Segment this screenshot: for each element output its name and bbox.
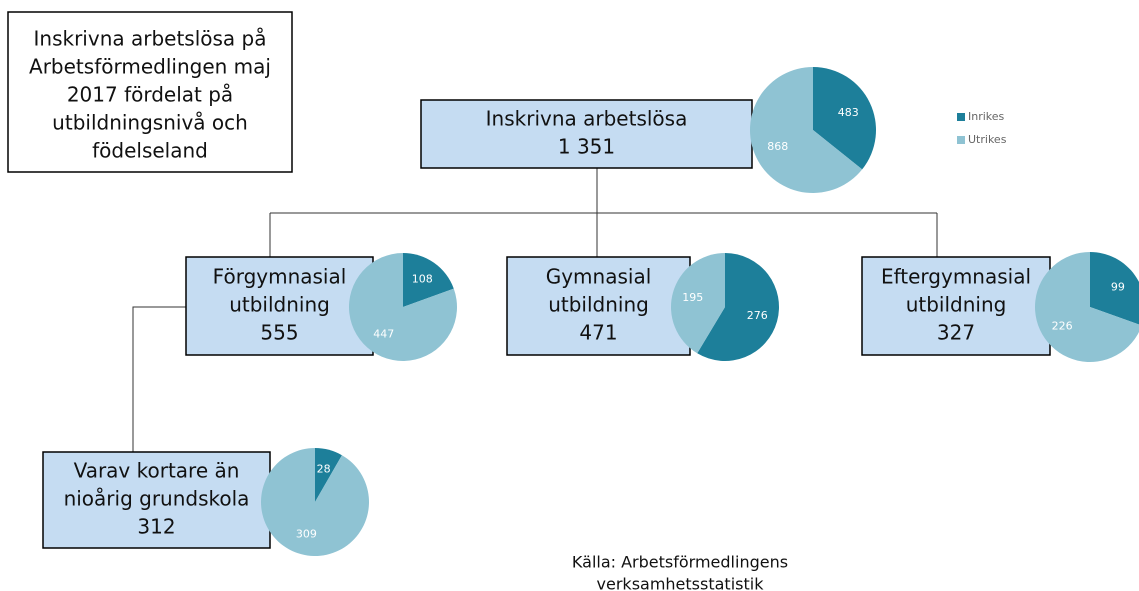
pie-slice bbox=[697, 253, 780, 362]
node-label: Gymnasial bbox=[546, 265, 652, 289]
slice-label: 868 bbox=[767, 140, 788, 153]
node-label: Inskrivna arbetslösa bbox=[486, 107, 688, 131]
slice-label: 108 bbox=[412, 273, 433, 286]
node-total: 1 351 bbox=[558, 135, 615, 159]
slice-label: 99 bbox=[1111, 280, 1125, 293]
title-line: födelseland bbox=[92, 139, 208, 163]
node-label: utbildning bbox=[548, 293, 649, 317]
title-box bbox=[7, 11, 293, 173]
node-total: 327 bbox=[937, 321, 975, 345]
node-label: utbildning bbox=[229, 293, 330, 317]
slice-label: 195 bbox=[682, 291, 703, 304]
title-line: 2017 fördelat på bbox=[67, 83, 233, 107]
pie-slice bbox=[1090, 252, 1139, 325]
slice-label: 276 bbox=[747, 309, 768, 322]
title-line: utbildningsnivå och bbox=[52, 111, 248, 135]
pie-slice bbox=[315, 448, 342, 502]
connector bbox=[132, 306, 186, 452]
legend-label: Utrikes bbox=[968, 133, 1007, 146]
title-line: Inskrivna arbetslösa på bbox=[34, 27, 267, 51]
source-line: Källa: Arbetsförmedlingens bbox=[572, 553, 788, 572]
node-label: utbildning bbox=[906, 293, 1007, 317]
slice-label: 483 bbox=[838, 106, 859, 119]
slice-label: 309 bbox=[296, 527, 317, 540]
slice-label: 447 bbox=[373, 327, 394, 340]
node-label: Varav kortare än bbox=[74, 459, 240, 483]
node-label: nioårig grundskola bbox=[64, 487, 250, 511]
pie-slice bbox=[260, 448, 369, 556]
pie-slice bbox=[813, 67, 877, 170]
pie-slice bbox=[1034, 252, 1139, 362]
slice-label: 226 bbox=[1052, 320, 1073, 333]
node-total: 312 bbox=[137, 515, 175, 539]
node-box bbox=[506, 256, 691, 356]
node-box bbox=[420, 99, 753, 169]
node-total: 471 bbox=[579, 321, 617, 345]
node-box bbox=[42, 451, 271, 549]
node-box bbox=[185, 256, 374, 356]
legend-label: Inrikes bbox=[968, 110, 1005, 123]
node-total: 555 bbox=[260, 321, 298, 345]
legend-swatch bbox=[957, 113, 965, 121]
pie-slice bbox=[349, 253, 457, 362]
pie-slice bbox=[671, 253, 725, 354]
node-box bbox=[861, 256, 1051, 356]
legend-swatch bbox=[957, 136, 965, 144]
pie-slice bbox=[403, 253, 454, 307]
node-label: Förgymnasial bbox=[213, 265, 347, 289]
node-label: Eftergymnasial bbox=[881, 265, 1031, 289]
pie-slice bbox=[749, 67, 863, 194]
source-line: verksamhetsstatistik bbox=[597, 575, 765, 591]
slice-label: 28 bbox=[317, 463, 331, 476]
title-line: Arbetsförmedlingen maj bbox=[29, 55, 271, 79]
